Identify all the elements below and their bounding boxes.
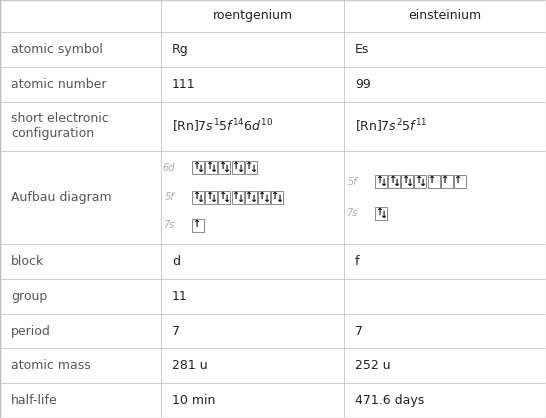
- Text: ↑: ↑: [271, 191, 278, 201]
- Text: 10 min: 10 min: [172, 394, 215, 407]
- Text: f: f: [355, 255, 359, 268]
- Text: [Rn]7$s^1$5$f^{14}$6$d^{10}$: [Rn]7$s^1$5$f^{14}$6$d^{10}$: [172, 117, 273, 135]
- Bar: [192, 219, 204, 232]
- Text: 7: 7: [172, 324, 180, 337]
- Bar: [205, 161, 217, 174]
- Text: ↑: ↑: [388, 176, 396, 186]
- Text: ↓: ↓: [197, 164, 204, 174]
- Text: atomic symbol: atomic symbol: [11, 43, 103, 56]
- Text: 5f: 5f: [348, 177, 358, 187]
- Text: ↑: ↑: [454, 176, 461, 186]
- Text: ↓: ↓: [249, 164, 257, 174]
- Text: [Rn]7$s^2$5$f^{11}$: [Rn]7$s^2$5$f^{11}$: [355, 117, 428, 135]
- Bar: [192, 191, 204, 204]
- Text: ↓: ↓: [379, 209, 387, 219]
- Bar: [441, 176, 453, 188]
- Text: ↑: ↑: [428, 176, 435, 186]
- Text: 7s: 7s: [163, 220, 175, 230]
- Text: Es: Es: [355, 43, 369, 56]
- Text: 99: 99: [355, 78, 371, 91]
- Text: ↑: ↑: [192, 161, 200, 171]
- Bar: [192, 161, 204, 174]
- Text: 281 u: 281 u: [172, 359, 207, 372]
- Text: ↓: ↓: [223, 194, 230, 204]
- Text: half-life: half-life: [11, 394, 58, 407]
- Text: ↓: ↓: [275, 194, 283, 204]
- Text: Rg: Rg: [172, 43, 189, 56]
- Text: 5f: 5f: [165, 192, 175, 202]
- Text: ↓: ↓: [223, 164, 230, 174]
- Text: roentgenium: roentgenium: [212, 10, 293, 23]
- Text: ↑: ↑: [232, 161, 239, 171]
- Bar: [218, 161, 230, 174]
- Text: ↑: ↑: [232, 191, 239, 201]
- Text: 6d: 6d: [162, 163, 175, 173]
- Bar: [414, 176, 426, 188]
- Text: ↑: ↑: [375, 207, 383, 217]
- Text: ↑: ↑: [258, 191, 265, 201]
- Text: 471.6 days: 471.6 days: [355, 394, 424, 407]
- Text: ↓: ↓: [249, 194, 257, 204]
- Text: Aufbau diagram: Aufbau diagram: [11, 191, 111, 204]
- Bar: [388, 176, 400, 188]
- Bar: [258, 191, 270, 204]
- Text: ↑: ↑: [375, 176, 383, 186]
- Text: ↓: ↓: [379, 178, 387, 188]
- Text: atomic number: atomic number: [11, 78, 106, 91]
- Bar: [232, 191, 244, 204]
- Text: ↑: ↑: [245, 161, 252, 171]
- Text: ↓: ↓: [210, 194, 217, 204]
- Text: ↑: ↑: [245, 191, 252, 201]
- Text: 111: 111: [172, 78, 195, 91]
- Bar: [271, 191, 283, 204]
- Text: ↑: ↑: [192, 191, 200, 201]
- Text: 252 u: 252 u: [355, 359, 390, 372]
- Bar: [401, 176, 413, 188]
- Text: ↓: ↓: [210, 164, 217, 174]
- Text: ↓: ↓: [236, 194, 244, 204]
- Text: ↓: ↓: [406, 178, 413, 188]
- Bar: [428, 176, 440, 188]
- Text: block: block: [11, 255, 44, 268]
- Text: ↓: ↓: [419, 178, 426, 188]
- Text: ↑: ↑: [205, 161, 213, 171]
- Text: ↑: ↑: [218, 161, 226, 171]
- Text: ↑: ↑: [192, 219, 200, 229]
- Text: ↓: ↓: [236, 164, 244, 174]
- Text: ↑: ↑: [401, 176, 409, 186]
- Bar: [245, 161, 257, 174]
- Bar: [218, 191, 230, 204]
- Bar: [375, 176, 387, 188]
- Text: einsteinium: einsteinium: [408, 10, 482, 23]
- Text: ↑: ↑: [218, 191, 226, 201]
- Text: ↑: ↑: [205, 191, 213, 201]
- Text: ↓: ↓: [262, 194, 270, 204]
- Text: group: group: [11, 290, 47, 303]
- Text: 7: 7: [355, 324, 363, 337]
- Text: ↑: ↑: [414, 176, 422, 186]
- Bar: [454, 176, 466, 188]
- Bar: [205, 191, 217, 204]
- Text: atomic mass: atomic mass: [11, 359, 91, 372]
- Text: ↑: ↑: [441, 176, 448, 186]
- Text: 7s: 7s: [346, 208, 358, 218]
- Text: short electronic
configuration: short electronic configuration: [11, 112, 109, 140]
- Bar: [245, 191, 257, 204]
- Bar: [232, 161, 244, 174]
- Text: ↓: ↓: [197, 194, 204, 204]
- Text: period: period: [11, 324, 51, 337]
- Text: ↓: ↓: [393, 178, 400, 188]
- Text: d: d: [172, 255, 180, 268]
- Text: 11: 11: [172, 290, 188, 303]
- Bar: [375, 207, 387, 219]
